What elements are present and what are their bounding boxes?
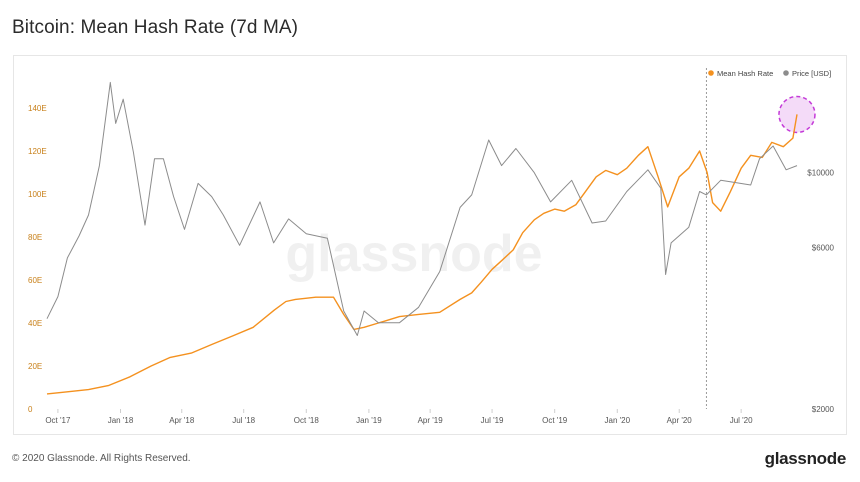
annotations-layer — [705, 68, 816, 409]
x-tick-label: Jan '18 — [108, 416, 134, 425]
glassnode-logo[interactable]: glassnode — [764, 449, 847, 468]
y-right-tick-label: $2000 — [812, 405, 835, 414]
y-left-tick-label: 80E — [28, 233, 42, 242]
y-left-tick-label: 40E — [28, 319, 42, 328]
hash-rate-chart: glassnode Oct '17 Jan '18 Apr '18 Jul '18 Oc… — [28, 68, 835, 425]
y-left-tick-label: 100E — [28, 190, 47, 199]
x-tick-label: Oct '19 — [542, 416, 568, 425]
axes-layer: Oct '17 Jan '18 Apr '18 Jul '18 Oct '18 Jan '… — [28, 104, 835, 425]
legend-swatch — [708, 70, 714, 76]
y-left-tick-label: 20E — [28, 362, 42, 371]
price-series-line — [46, 81, 798, 336]
x-tick-label: Apr '20 — [667, 416, 693, 425]
x-tick-label: Oct '17 — [45, 416, 71, 425]
x-tick-label: Jul '18 — [232, 416, 255, 425]
x-tick-label: Jul '20 — [730, 416, 753, 425]
chart-panel: glassnode Oct '17 Jan '18 Apr '18 Jul '18 Oc… — [13, 55, 847, 435]
y-left-tick-label: 120E — [28, 147, 47, 156]
y-left-tick-label: 140E — [28, 104, 47, 113]
y-right-tick-label: $10000 — [807, 169, 834, 178]
y-right-tick-label: $6000 — [812, 244, 835, 253]
legend: Mean Hash Rate Price [USD] — [708, 69, 831, 78]
watermark: glassnode — [285, 225, 542, 283]
legend-swatch — [783, 70, 789, 76]
x-tick-label: Jan '20 — [605, 416, 631, 425]
x-tick-label: Apr '19 — [418, 416, 444, 425]
y-left-tick-label: 0 — [28, 405, 33, 414]
legend-label: Mean Hash Rate — [717, 69, 773, 78]
x-tick-label: Jul '19 — [481, 416, 504, 425]
y-left-tick-label: 60E — [28, 276, 42, 285]
copyright-text: © 2020 Glassnode. All Rights Reserved. — [12, 453, 191, 464]
chart-title: Bitcoin: Mean Hash Rate (7d MA) — [12, 17, 299, 38]
legend-label: Price [USD] — [792, 69, 831, 78]
series-layer — [46, 81, 798, 395]
x-tick-label: Jan '19 — [356, 416, 382, 425]
x-tick-label: Apr '18 — [169, 416, 195, 425]
hash-rate-series-line — [46, 114, 798, 395]
x-tick-label: Oct '18 — [294, 416, 320, 425]
